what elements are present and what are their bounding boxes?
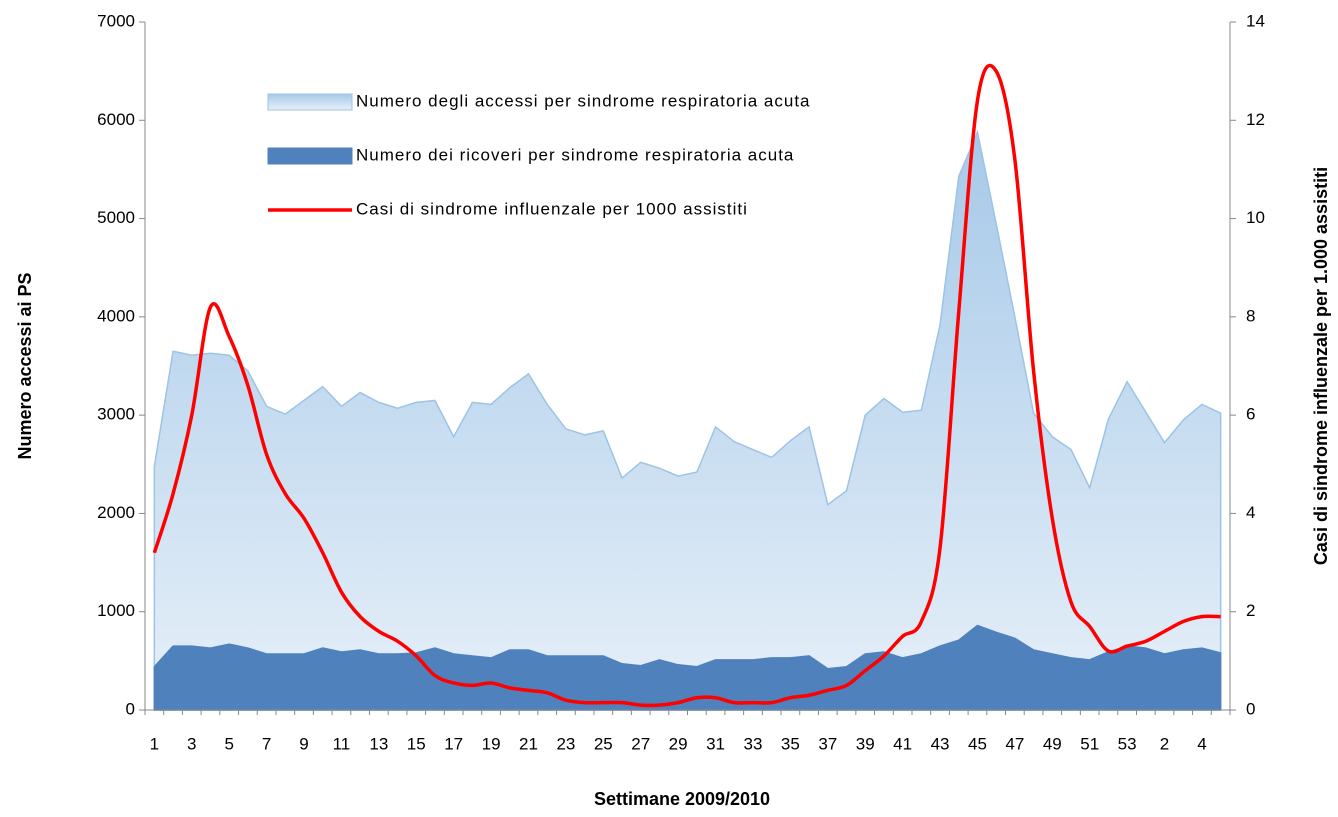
y2-tick-label: 6 [1246,405,1255,424]
x-tick-label: 1 [150,734,159,753]
y2-tick-label: 0 [1246,699,1255,718]
y2-tick-label: 12 [1246,110,1265,129]
y2-tick-label: 4 [1246,503,1255,522]
y-tick-label: 1000 [97,601,135,620]
x-tick-label: 41 [893,734,912,753]
x-tick-label: 39 [856,734,875,753]
area [153,624,1222,711]
x-tick-label: 33 [744,734,763,753]
y2-tick-label: 14 [1246,11,1265,30]
x-tick-label: 13 [369,734,388,753]
y-tick-label: 2000 [97,503,135,522]
y-tick-label: 5000 [97,208,135,227]
legend-label: Numero dei ricoveri per sindrome respira… [356,145,794,164]
x-tick-label: 49 [1043,734,1062,753]
x-tick-label: 11 [333,734,351,753]
x-tick-label: 27 [631,734,650,753]
x-tick-label: 51 [1080,734,1099,753]
x-tick-label: 2 [1160,734,1169,753]
y-tick-label: 7000 [97,11,135,30]
x-tick-label: 15 [407,734,426,753]
y2-tick-label: 2 [1246,601,1255,620]
area [153,129,1222,711]
x-tick-label: 35 [781,734,800,753]
y-tick-label: 0 [126,699,135,718]
x-tick-label: 31 [706,734,725,753]
legend-swatch [267,93,353,111]
legend-label: Numero degli accessi per sindrome respir… [356,91,811,110]
x-tick-label: 23 [556,734,575,753]
x-tick-label: 43 [931,734,950,753]
y-tick-label: 4000 [97,306,135,325]
x-tick-label: 19 [482,734,501,753]
x-tick-label: 45 [968,734,987,753]
y-tick-label: 6000 [97,110,135,129]
y-axis-title: Numero accessi ai PS [15,272,35,459]
x-tick-label: 29 [669,734,688,753]
x-tick-label: 53 [1118,734,1137,753]
y2-tick-label: 8 [1246,306,1255,325]
legend-swatch [267,147,353,165]
x-axis-title: Settimane 2009/2010 [594,789,770,809]
x-tick-label: 37 [818,734,837,753]
x-tick-label: 21 [519,734,538,753]
legend-label: Casi di sindrome influenzale per 1000 as… [356,199,748,218]
x-tick-label: 5 [224,734,233,753]
x-tick-label: 47 [1005,734,1024,753]
x-tick-label: 9 [299,734,308,753]
x-tick-label: 4 [1197,734,1206,753]
x-tick-label: 3 [187,734,196,753]
x-tick-label: 17 [444,734,463,753]
x-tick-label: 7 [262,734,271,753]
y2-tick-label: 10 [1246,208,1265,227]
y-tick-label: 3000 [97,405,135,424]
x-tick-label: 25 [594,734,613,753]
y2-axis-title: Casi di sindrome influenzale per 1.000 a… [1311,167,1331,565]
line [152,63,1221,708]
